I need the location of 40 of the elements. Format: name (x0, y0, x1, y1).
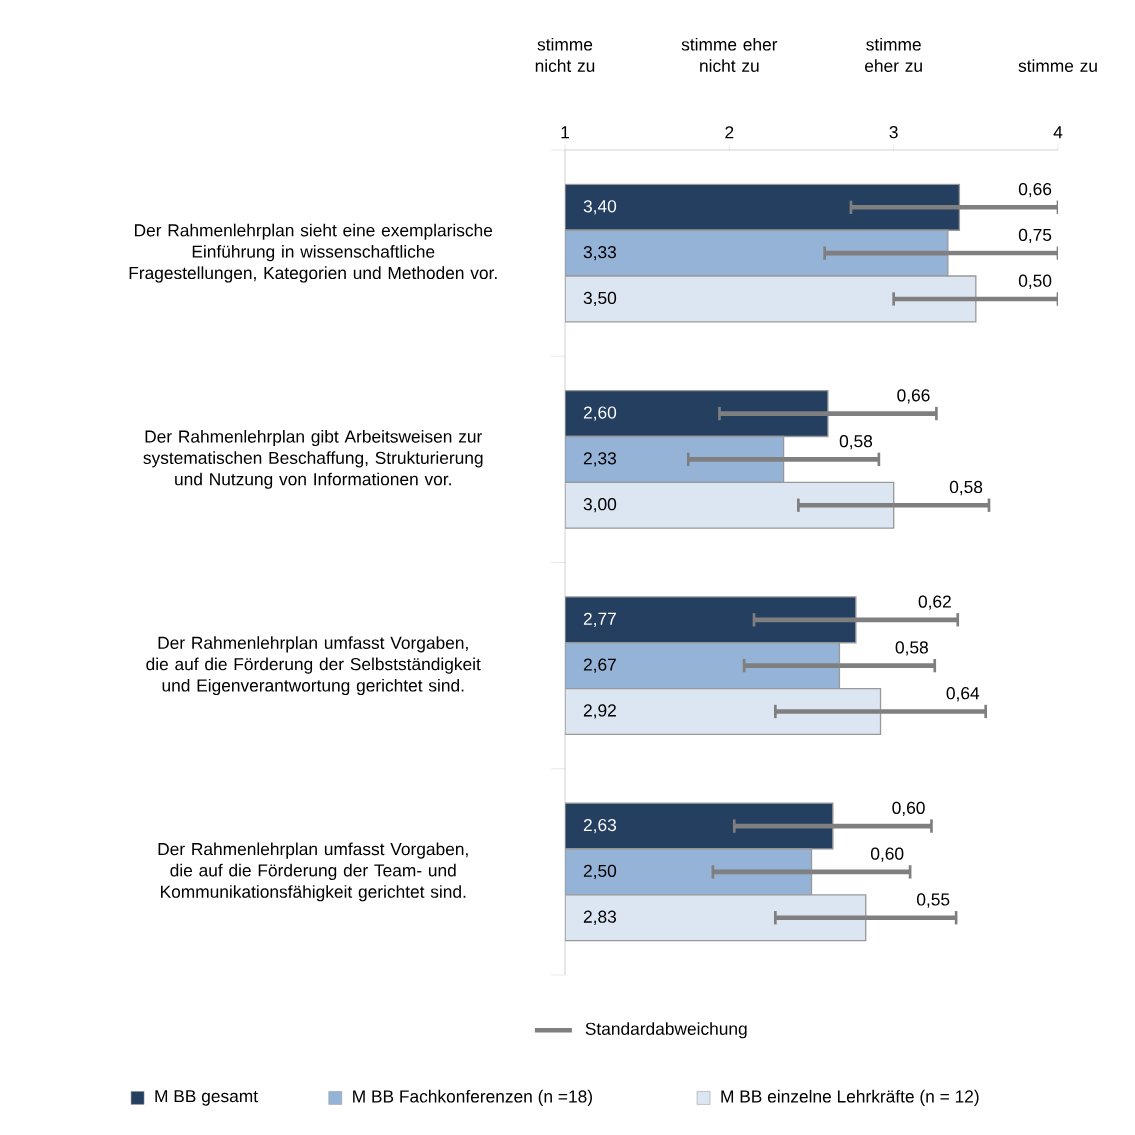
annotation: 0,66 (1018, 182, 1052, 198)
text: stimme nicht zu (535, 37, 595, 72)
data-label: 2,50 (583, 864, 617, 880)
data-label: 2,92 (583, 704, 616, 719)
data-label: 2,33 (583, 452, 617, 467)
annotation: 0,50 (1018, 274, 1052, 289)
data-label: 2,83 (583, 910, 617, 925)
annotation: 0,75 (1018, 228, 1052, 244)
data-label: 2,63 (583, 818, 617, 834)
annotation: 0,58 (895, 641, 928, 656)
data-label: 2,77 (583, 612, 616, 627)
annotation: 0,58 (949, 480, 983, 496)
y-tick-label: Der Rahmenlehrplan umfasst Vorgaben, die auf die Förderung der Team- und Kommunikationsfähigkeit gerichtet sind. (158, 842, 468, 902)
data-label: 3,00 (583, 498, 617, 513)
y-tick-label: Der Rahmenlehrplan gibt Arbeitsweisen zur systematischen Beschaffung, Strukturierung und Nutzung von Informationen vor. (143, 429, 483, 489)
annotation: 0,66 (897, 389, 930, 404)
data-label: 3,33 (583, 245, 617, 261)
x-tick-label: 2 (725, 126, 734, 139)
x-tick-label: 1 (561, 126, 569, 139)
legend-label: M BB einzelne Lehrkräfte (n = 12) (721, 1089, 979, 1107)
legend-label: M BB Fachkonferenzen (n =18) (353, 1089, 592, 1107)
text: Standardabweichung (585, 1022, 747, 1039)
annotation: 0,62 (918, 595, 951, 610)
text: stimme eher nicht zu (681, 37, 778, 72)
data-label: 3,40 (583, 200, 617, 215)
x-tick-label: 3 (889, 125, 898, 139)
legend-label: M BB gesamt (155, 1090, 258, 1106)
annotation: 0,55 (917, 893, 950, 908)
data-label: 3,50 (583, 291, 617, 307)
y-tick-label: Der Rahmenlehrplan sieht eine exemplarische Einführung in wissenschaftliche Fragestellungen, Kategorien und Methoden vor. (129, 223, 497, 283)
annotation: 0,60 (870, 847, 904, 862)
x-tick-label: 4 (1053, 126, 1063, 139)
annotation: 0,58 (839, 435, 873, 450)
text: stimme zu (1018, 59, 1097, 72)
annotation: 0,60 (892, 801, 925, 816)
data-label: 2,60 (583, 406, 617, 421)
text: stimme eher zu (865, 37, 922, 72)
annotation: 0,64 (946, 687, 980, 702)
y-tick-label: Der Rahmenlehrplan umfasst Vorgaben, die auf die Förderung der Selbstständigkeit und Eigenverantwortung gerichtet sind. (146, 636, 481, 696)
data-label: 2,67 (583, 658, 616, 673)
